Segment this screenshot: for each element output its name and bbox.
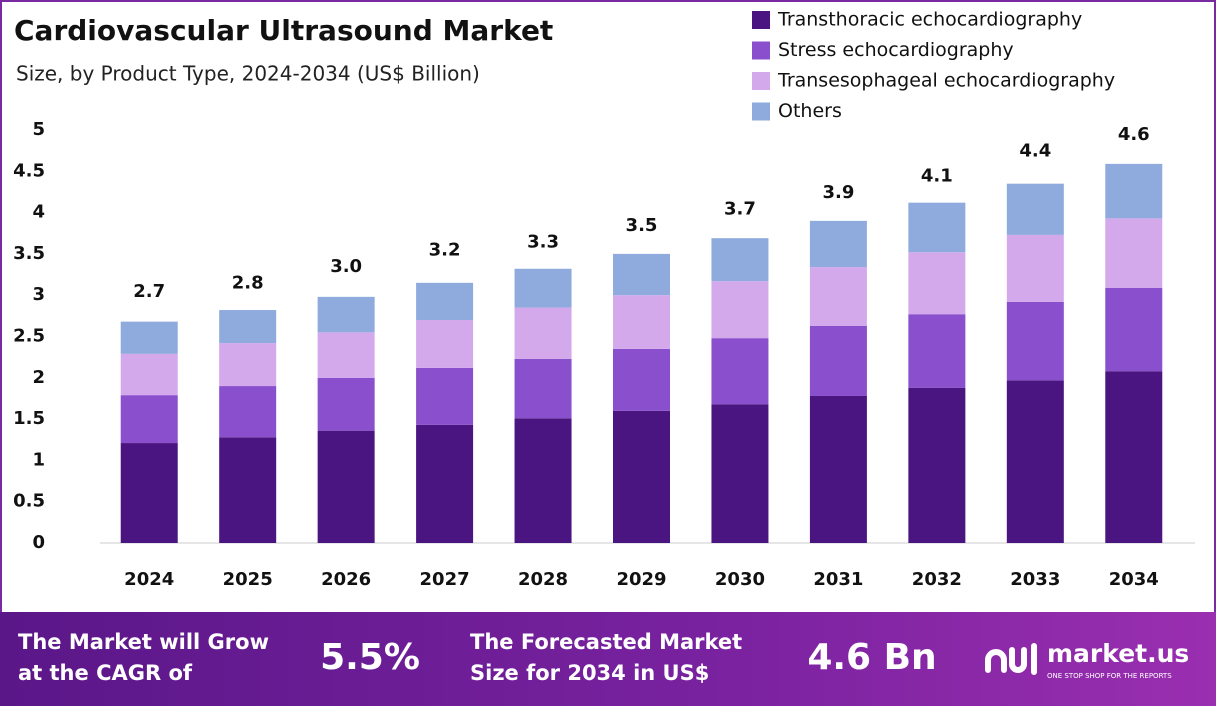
bar-segment <box>1006 380 1064 543</box>
bar-segment <box>1006 234 1064 302</box>
legend-swatch <box>752 102 770 121</box>
x-tick-label: 2027 <box>420 569 470 590</box>
legend-swatch <box>752 41 770 60</box>
x-tick-label: 2031 <box>813 569 863 590</box>
bar-segment <box>317 332 375 378</box>
legend-label: Others <box>778 100 842 122</box>
bar-segment <box>908 314 966 388</box>
y-tick-label: 2.5 <box>13 326 45 347</box>
x-tick-label: 2030 <box>715 569 765 590</box>
bar-segment <box>1006 183 1064 235</box>
bar-segment <box>1105 287 1163 372</box>
bar-segment <box>711 338 769 405</box>
bar-segment <box>711 404 769 543</box>
cagr-text: The Market will Grow <box>18 630 269 654</box>
total-label: 3.3 <box>527 231 559 252</box>
legend-label: Transesophageal echocardiography <box>777 70 1115 92</box>
bar-segment <box>416 367 474 425</box>
bar-segment <box>1105 371 1163 543</box>
bar-segment <box>120 321 178 354</box>
bar-segment <box>908 202 966 253</box>
y-tick-label: 3 <box>32 284 45 305</box>
bar-segment <box>120 443 178 543</box>
bar-segment <box>908 387 966 543</box>
y-tick-label: 4.5 <box>13 160 45 181</box>
x-tick-label: 2033 <box>1010 569 1060 590</box>
y-tick-label: 1.5 <box>13 408 45 429</box>
x-tick-label: 2034 <box>1109 569 1159 590</box>
chart-title: Cardiovascular Ultrasound Market <box>14 14 553 47</box>
total-label: 3.5 <box>626 215 658 236</box>
logo-icon <box>985 643 1037 675</box>
bar-segment <box>809 267 867 326</box>
total-label: 3.2 <box>429 240 461 261</box>
x-tick-label: 2029 <box>616 569 666 590</box>
bar-segment <box>514 418 572 543</box>
y-tick-label: 4 <box>32 202 45 223</box>
bar-segment <box>317 430 375 543</box>
y-tick-label: 0.5 <box>13 491 45 512</box>
bar-segment <box>416 282 474 320</box>
bar-segment <box>514 307 572 359</box>
bar-segment <box>219 310 277 344</box>
bar-segment <box>1105 218 1163 288</box>
bar-segment <box>317 377 375 431</box>
bar-segment <box>613 253 670 296</box>
bar-segment <box>416 424 474 543</box>
cagr-text: at the CAGR of <box>18 661 193 685</box>
cagr-value: 5.5% <box>320 637 420 678</box>
total-label: 4.6 <box>1118 124 1150 145</box>
logo-tagline: ONE STOP SHOP FOR THE REPORTS <box>1047 672 1172 680</box>
legend-swatch <box>752 72 770 90</box>
bar-segment <box>908 252 966 315</box>
bar-segment <box>711 281 769 339</box>
x-tick-label: 2025 <box>223 569 273 590</box>
bar-segment <box>613 410 670 543</box>
forecast-text: The Forecasted Market <box>470 630 742 654</box>
forecast-text: Size for 2034 in US$ <box>470 661 709 685</box>
total-label: 3.7 <box>724 198 756 219</box>
x-tick-label: 2024 <box>124 569 174 590</box>
x-tick-label: 2028 <box>518 569 568 590</box>
bar-segment <box>613 348 670 411</box>
y-tick-label: 1 <box>32 449 45 470</box>
legend-label: Stress echocardiography <box>778 39 1014 61</box>
bar-segment <box>809 395 867 543</box>
y-tick-label: 5 <box>32 119 45 140</box>
y-tick-label: 2 <box>32 367 45 388</box>
y-tick-label: 0 <box>32 532 45 553</box>
total-label: 3.0 <box>330 256 362 277</box>
bar-segment <box>809 325 867 396</box>
legend-swatch <box>752 11 770 29</box>
bar-segment <box>219 386 277 438</box>
bar-segment <box>514 358 572 419</box>
bar-segment <box>809 220 867 268</box>
bar-segment <box>219 437 277 543</box>
chart-subtitle: Size, by Product Type, 2024-2034 (US$ Bi… <box>16 62 480 86</box>
total-label: 2.7 <box>133 281 165 302</box>
bar-segment <box>120 395 178 444</box>
total-label: 2.8 <box>232 273 264 294</box>
total-label: 4.1 <box>921 165 953 186</box>
logo-text: market.us <box>1047 639 1189 668</box>
forecast-value: 4.6 Bn <box>807 637 936 678</box>
bar-segment <box>1105 163 1163 219</box>
legend-label: Transthoracic echocardiography <box>777 9 1082 31</box>
bar-segment <box>1006 301 1064 381</box>
x-tick-label: 2026 <box>321 569 371 590</box>
bar-segment <box>613 295 670 349</box>
total-label: 3.9 <box>822 182 854 203</box>
y-tick-label: 3.5 <box>13 243 45 264</box>
bar-segment <box>317 296 375 333</box>
total-label: 4.4 <box>1019 141 1051 162</box>
bar-segment <box>514 268 572 308</box>
bar-segment <box>120 353 178 396</box>
x-tick-label: 2032 <box>912 569 962 590</box>
bar-segment <box>416 319 474 368</box>
bar-segment <box>219 343 277 387</box>
bar-segment <box>711 238 769 282</box>
